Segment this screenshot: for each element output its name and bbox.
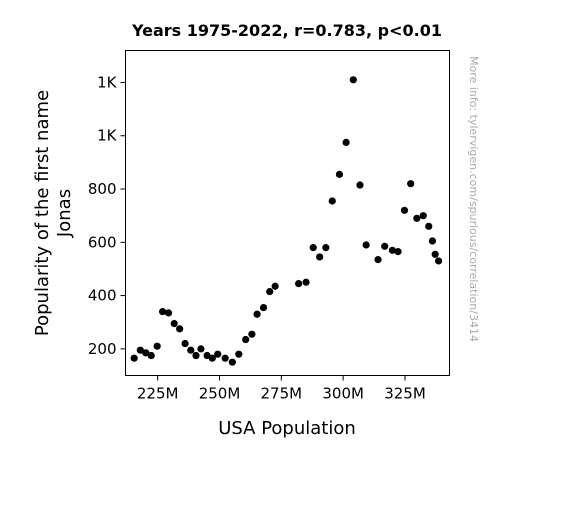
data-point <box>187 346 195 354</box>
data-point <box>142 349 150 357</box>
watermark-text: More info: tylervigen.com/spurious/corre… <box>467 56 480 342</box>
data-point <box>428 237 437 245</box>
data-point <box>208 354 216 362</box>
data-point <box>407 180 415 188</box>
data-point <box>242 335 250 344</box>
y-tick-label: 600 <box>88 233 117 251</box>
data-point <box>228 358 236 366</box>
data-point <box>419 212 427 220</box>
data-point <box>413 214 421 222</box>
x-axis-label: USA Population <box>218 418 356 439</box>
data-point <box>136 346 144 354</box>
data-point <box>295 279 303 288</box>
x-tick-label: 325M <box>384 385 426 403</box>
y-axis: 200 400 600 800 1K 1K <box>88 73 126 358</box>
data-point <box>271 282 279 290</box>
data-point <box>381 242 389 250</box>
y-tick-label: 200 <box>88 340 117 358</box>
data-point <box>248 330 256 338</box>
y-axis-label-line-1: Popularity of the first name <box>32 90 53 336</box>
y-axis-label-line-2: Jonas <box>54 189 75 238</box>
data-point <box>431 250 439 258</box>
y-tick-label: 1K <box>97 73 118 91</box>
data-point <box>362 241 370 249</box>
data-point <box>266 287 274 296</box>
data-point <box>170 319 178 328</box>
data-point <box>153 342 161 350</box>
data-point <box>435 257 443 265</box>
data-point <box>425 222 433 230</box>
y-tick-label: 400 <box>88 287 117 305</box>
data-point <box>349 76 357 84</box>
data-points <box>130 76 443 366</box>
data-point <box>322 244 330 252</box>
data-point <box>181 339 189 348</box>
data-point <box>356 181 364 189</box>
data-point <box>374 256 382 264</box>
data-point <box>316 253 324 261</box>
data-point <box>130 354 138 362</box>
data-point <box>197 345 205 353</box>
plot-area <box>125 50 450 376</box>
x-tick-label: 250M <box>199 385 241 403</box>
data-point <box>192 351 200 360</box>
data-point <box>335 170 344 178</box>
chart-title: Years 1975-2022, r=0.783, p<0.01 <box>131 21 442 40</box>
data-point <box>158 307 167 316</box>
data-point <box>176 325 184 333</box>
x-tick-label: 300M <box>322 385 364 403</box>
data-point <box>221 354 229 362</box>
data-point <box>342 138 350 147</box>
data-point <box>328 197 336 205</box>
data-point <box>309 244 317 252</box>
data-point <box>235 350 243 358</box>
x-tick-label: 275M <box>261 385 303 403</box>
data-point <box>302 278 310 286</box>
data-point <box>147 351 155 360</box>
data-point <box>214 350 222 358</box>
data-point <box>394 248 402 256</box>
y-tick-label: 800 <box>88 180 117 198</box>
data-point <box>259 303 268 312</box>
data-point <box>400 206 409 214</box>
data-point <box>164 309 173 317</box>
x-axis: 225M 250M 275M 300M 325M <box>137 375 426 403</box>
y-tick-label: 1K <box>97 127 118 145</box>
x-tick-label: 225M <box>137 385 179 403</box>
data-point <box>253 310 261 318</box>
data-point <box>388 246 396 254</box>
